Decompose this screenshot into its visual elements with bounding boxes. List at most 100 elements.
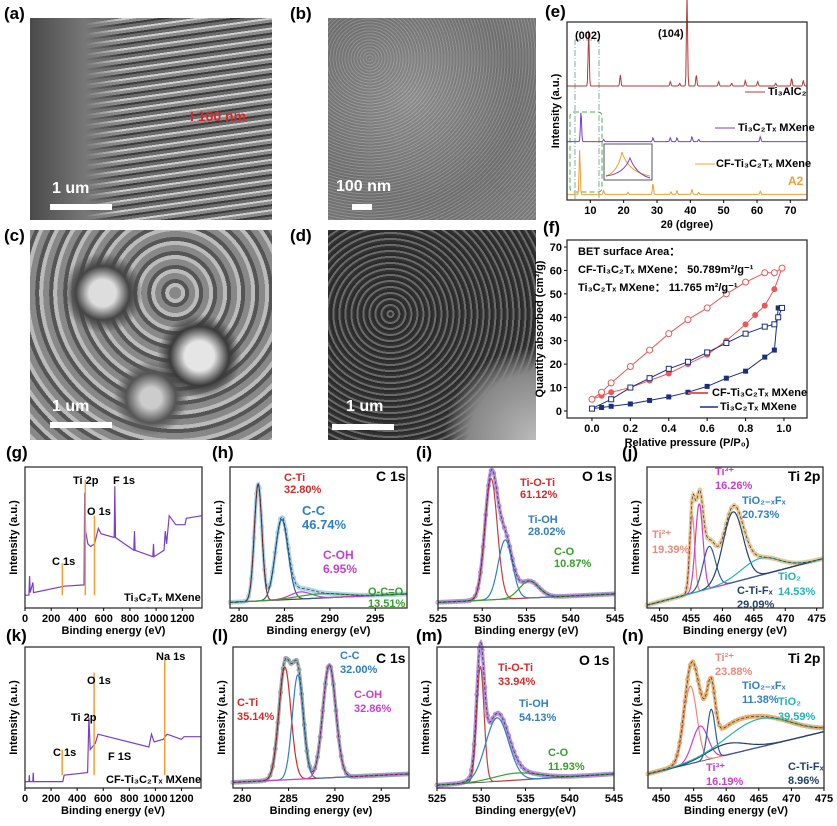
data-point (646, 346, 654, 354)
x-tick-label: 1000 (143, 793, 167, 805)
data-point (752, 311, 759, 318)
data-point (516, 760, 522, 766)
data-point (775, 305, 781, 311)
data-point (685, 389, 691, 395)
survey-line (25, 486, 203, 596)
x-tick-label: 295 (366, 613, 384, 625)
component-curve (436, 772, 614, 786)
scale-bar-label: 1 um (346, 398, 384, 415)
data-point (742, 330, 749, 337)
component-label: TiO₂ 39.59% (778, 696, 816, 723)
y-axis-label: Intensity (a.u.) (216, 680, 228, 755)
fit-envelope (436, 641, 614, 786)
data-point (769, 714, 775, 720)
spectrum-title: C 1s (376, 650, 406, 666)
x-tick-label: 600 (94, 793, 112, 805)
legend-ti3alc2: Ti₃AlC₂ (768, 86, 807, 98)
x-tick-label: 600 (94, 613, 112, 625)
y-axis-label: Intensity (a.u.) (8, 680, 20, 755)
plot-frame (566, 21, 808, 201)
legend-mxene: Ti₃C₂Tₓ MXene (720, 401, 797, 413)
x-tick-label: 290 (326, 793, 344, 805)
component-curve (437, 580, 615, 603)
scale-bar-label: 100 nm (336, 178, 392, 195)
component-label: Ti³⁺ 16.26% (715, 466, 753, 492)
x-tick-label: 545 (606, 613, 624, 625)
sample-label: CF-Ti₃C₂Tₓ MXene (106, 774, 202, 786)
data-point (307, 587, 313, 593)
component-label: Ti³⁺ 16.19% (706, 762, 744, 788)
data-point (762, 354, 768, 360)
x-tick-label: 60 (751, 205, 763, 217)
data-point (703, 691, 709, 697)
data-point (697, 487, 703, 493)
x-tick-label: 200 (42, 613, 60, 625)
data-point (492, 711, 498, 717)
component-label: C-Ti 32.80% (284, 472, 322, 496)
x-tick-label: 40 (684, 205, 696, 217)
data-point (607, 379, 615, 387)
data-point (723, 375, 729, 381)
y-axis-label: Intensity (a.u.) (631, 680, 643, 755)
x-axis-label: 2θ (dgree) (661, 219, 714, 231)
data-point (750, 548, 756, 554)
plot-frame (232, 646, 410, 789)
panel-label-i: (i) (416, 443, 433, 462)
data-point (734, 505, 740, 511)
component-label: C-Ti-Fₓ 29.09% (737, 585, 775, 611)
y-tick-label: 10 (550, 383, 562, 395)
plot-frame (24, 646, 202, 789)
x-tick-label: 0.6 (700, 423, 715, 435)
x-tick-label: 460 (717, 793, 735, 805)
data-point (665, 370, 672, 377)
data-point (732, 718, 738, 724)
component-label: Ti-OH 28.02% (528, 514, 566, 538)
survey-line (25, 717, 201, 783)
component-label: C-O 10.87% (554, 546, 592, 570)
data-point (747, 543, 753, 549)
data-point (770, 269, 778, 277)
component-label: Ti-O-Ti 61.12% (520, 477, 558, 501)
data-point (598, 388, 606, 396)
peak-label: C 1s (52, 556, 76, 568)
y-axis-label: Intensity (a.u.) (630, 500, 642, 575)
x-tick-label: 455 (684, 793, 702, 805)
panel-label-a: (a) (4, 4, 25, 23)
peak-label: C 1s (53, 747, 77, 759)
data-point (706, 679, 712, 685)
x-tick-label: 1200 (170, 613, 194, 625)
data-point (682, 698, 688, 704)
x-tick-label: 1200 (169, 793, 193, 805)
x-axis-label: Binding energy (eV) (267, 625, 371, 637)
data-point (304, 586, 310, 592)
data-point (703, 304, 711, 312)
data-point (512, 567, 518, 573)
plot-frame (566, 239, 808, 419)
panel-label-j: (j) (622, 443, 639, 462)
component-label: TiO₂₋ₓFₓ 11.38% (742, 680, 786, 706)
data-point (771, 286, 778, 293)
x-tick-label: 450 (650, 613, 668, 625)
data-point (684, 358, 691, 365)
x-tick-label: 545 (605, 793, 623, 805)
plot-g: 0 200 400 600 800 1000 1200 Binding energy (eV)… (8, 466, 203, 637)
bet-title: BET surface Area： (578, 246, 681, 258)
plot-m: 525 530 535 540 545 Binding energy(eV) Intensi… (420, 639, 623, 817)
data-point (501, 525, 507, 531)
data-point (693, 666, 699, 672)
data-point (745, 714, 751, 720)
x-tick-label: 0.8 (738, 423, 753, 435)
component-label: C-C 32.00% (340, 650, 378, 676)
x-tick-label: 200 (42, 793, 60, 805)
data-point (771, 321, 778, 328)
data-point (309, 587, 315, 593)
data-point (341, 765, 347, 771)
x-tick-label: 525 (428, 793, 446, 805)
x-tick-label: 450 (652, 793, 670, 805)
component-label: C-Ti 35.14% (237, 697, 275, 723)
data-point (742, 321, 749, 328)
data-point (514, 755, 520, 761)
component-label: Ti²⁺ 23.88% (715, 652, 753, 678)
